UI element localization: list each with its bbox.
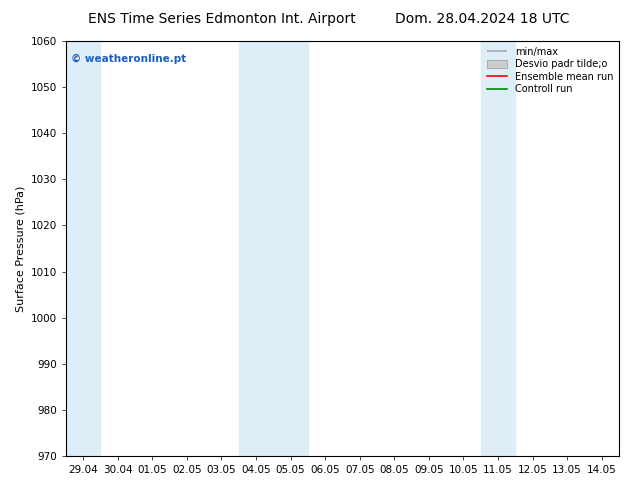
Text: © weatheronline.pt: © weatheronline.pt [72, 53, 186, 64]
Text: Dom. 28.04.2024 18 UTC: Dom. 28.04.2024 18 UTC [394, 12, 569, 26]
Legend: min/max, Desvio padr tilde;o, Ensemble mean run, Controll run: min/max, Desvio padr tilde;o, Ensemble m… [484, 43, 617, 98]
Bar [481, 41, 515, 456]
Y-axis label: Surface Pressure (hPa): Surface Pressure (hPa) [15, 185, 25, 312]
Text: ENS Time Series Edmonton Int. Airport: ENS Time Series Edmonton Int. Airport [88, 12, 356, 26]
Bar [238, 41, 308, 456]
Bar [66, 41, 100, 456]
